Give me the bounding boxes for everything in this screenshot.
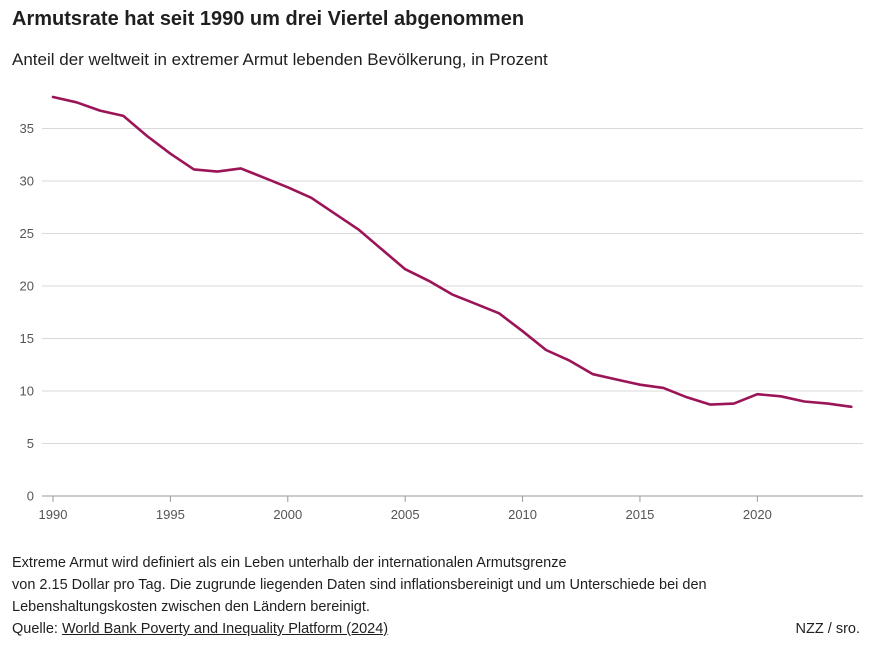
- y-tick-label: 10: [20, 384, 34, 399]
- footnote-line-3: Lebenshaltungskosten zwischen den Länder…: [12, 599, 370, 615]
- source-link[interactable]: World Bank Poverty and Inequality Platfo…: [61, 621, 389, 637]
- x-tick-label: 2020: [743, 507, 772, 522]
- y-tick-label: 20: [20, 279, 34, 294]
- x-tick-label: 1995: [156, 507, 185, 522]
- x-tick-label: 2005: [391, 507, 420, 522]
- footnote-line-1: Extreme Armut wird definiert als ein Leb…: [12, 555, 567, 571]
- x-tick-label: 1990: [39, 507, 68, 522]
- y-axis: 0 5 10 15 20 25 30 35: [20, 121, 34, 504]
- credit: NZZ / sro.: [795, 621, 860, 637]
- y-tick-label: 35: [20, 121, 34, 136]
- series-line-poverty-rate: [51, 95, 853, 409]
- footer: Extreme Armut wird definiert als ein Leb…: [12, 552, 872, 640]
- source-row: Quelle: World Bank Poverty and Inequalit…: [12, 618, 872, 640]
- source-label: Quelle:: [12, 621, 62, 637]
- y-tick-label: 5: [27, 436, 34, 451]
- grid-lines: [42, 128, 863, 497]
- y-tick-label: 0: [27, 489, 34, 504]
- chart-subtitle: Anteil der weltweit in extremer Armut le…: [12, 50, 548, 69]
- x-tick-label: 2010: [508, 507, 537, 522]
- y-tick-label: 30: [20, 174, 34, 189]
- x-axis: 1990 1995 2000 2005 2010 2015 2020: [39, 496, 772, 522]
- series-layer: [51, 95, 853, 409]
- chart-title: Armutsrate hat seit 1990 um drei Viertel…: [12, 8, 525, 30]
- y-tick-label: 25: [20, 226, 34, 241]
- footnote-line-2: von 2.15 Dollar pro Tag. Die zugrunde li…: [12, 577, 707, 593]
- x-tick-label: 2015: [625, 507, 654, 522]
- y-tick-label: 15: [20, 331, 34, 346]
- x-tick-label: 2000: [273, 507, 302, 522]
- line-chart: 0 5 10 15 20 25 30 35 1990 1995 2000 2005 2010 2015 2…: [20, 95, 863, 522]
